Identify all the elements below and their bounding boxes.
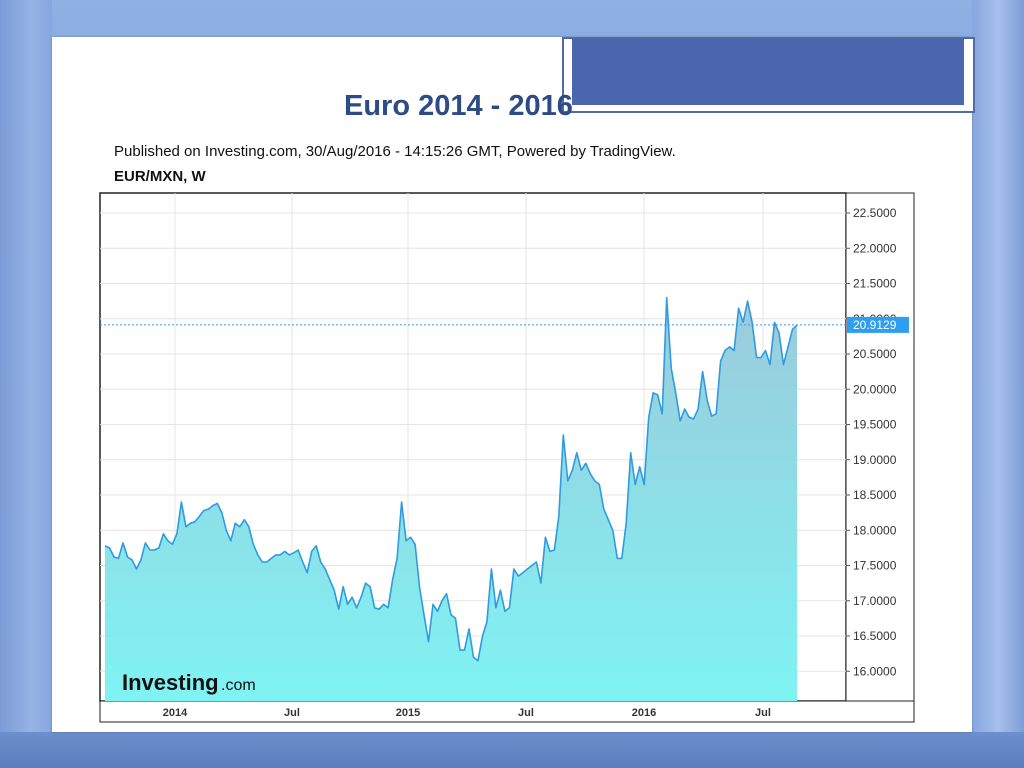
x-tick-label: Jul [518, 707, 534, 719]
background-right-panel [972, 0, 1024, 768]
x-tick-label: 2015 [396, 707, 420, 719]
series-line [104, 296, 798, 662]
y-tick-label: 17.0000 [853, 594, 897, 608]
x-tick-labels: 2014 Jul 2015 Jul 2016 Jul [163, 707, 771, 719]
x-tick-label: Jul [284, 707, 300, 719]
background-bottom-band [0, 732, 1024, 768]
logo-brand: Investing [122, 670, 219, 695]
background-left-panel [0, 0, 52, 768]
x-tick-label: 2016 [632, 707, 656, 719]
published-note: Published on Investing.com, 30/Aug/2016 … [114, 143, 676, 160]
y-tick-label: 22.5000 [853, 206, 897, 220]
x-tick-label: Jul [755, 707, 771, 719]
chart-symbol-label: EUR/MXN, W [114, 168, 206, 185]
time-axis-panel [99, 700, 915, 723]
title-placeholder-box [562, 37, 975, 113]
y-tick-label: 20.5000 [853, 347, 897, 361]
y-tick-label: 21.5000 [853, 277, 897, 291]
y-tick-label: 19.5000 [853, 418, 897, 432]
y-tick-label: 17.5000 [853, 559, 897, 573]
last-price-badge [847, 316, 909, 333]
y-tick-label: 19.0000 [853, 453, 897, 467]
series-area-fill [105, 297, 797, 701]
last-price-layer: 20.9129 [100, 316, 909, 333]
logo-suffix: .com [221, 677, 256, 694]
x-tick-label: 2014 [163, 707, 188, 719]
price-axis-panel [845, 192, 915, 702]
y-tick-label: 18.5000 [853, 488, 897, 502]
investing-logo: Investing .com [122, 670, 256, 695]
y-tick-label: 20.0000 [853, 382, 897, 396]
slide-title: Euro 2014 - 2016 [344, 90, 573, 122]
y-tick-label: 18.0000 [853, 523, 897, 537]
y-tick-labels: 22.500022.000021.500021.000020.500020.00… [846, 206, 897, 678]
area-layer [104, 296, 798, 701]
y-tick-label: 22.0000 [853, 241, 897, 255]
title-placeholder-fill [572, 39, 964, 105]
last-price-label: 20.9129 [853, 318, 897, 332]
y-tick-label: 16.5000 [853, 629, 897, 643]
y-tick-label: 16.0000 [853, 664, 897, 678]
